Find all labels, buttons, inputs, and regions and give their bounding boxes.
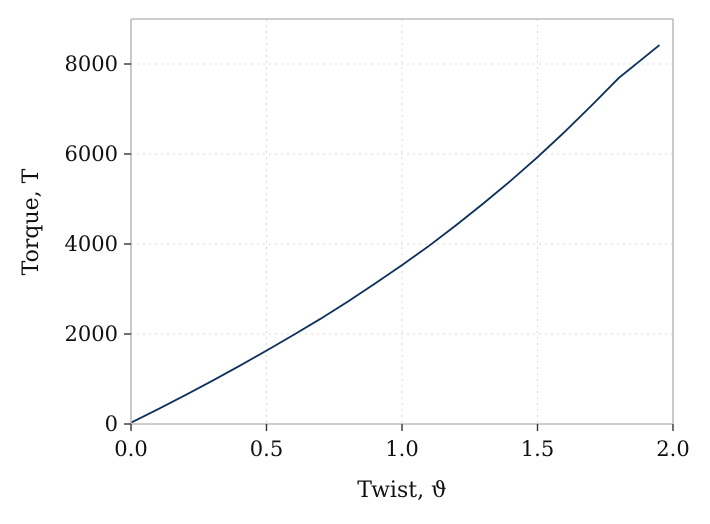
x-tick-label-2: 1.0 bbox=[385, 437, 418, 461]
y-tick-label-2: 4000 bbox=[65, 232, 118, 256]
grid bbox=[131, 19, 673, 424]
y-axis-ticks: 0 2000 4000 6000 8000 bbox=[65, 52, 131, 436]
x-tick-label-3: 1.5 bbox=[521, 437, 554, 461]
x-tick-label-4: 2.0 bbox=[656, 437, 689, 461]
torque-twist-line bbox=[130, 44, 661, 424]
x-tick-label-1: 0.5 bbox=[250, 437, 283, 461]
x-tick-label-0: 0.0 bbox=[114, 437, 147, 461]
y-axis-label: Torque, T bbox=[19, 168, 44, 275]
y-tick-label-3: 6000 bbox=[65, 142, 118, 166]
y-tick-label-1: 2000 bbox=[65, 322, 118, 346]
y-tick-label-0: 0 bbox=[105, 412, 118, 436]
y-tick-label-4: 8000 bbox=[65, 52, 118, 76]
x-axis-label: Twist, ϑ bbox=[357, 478, 447, 503]
x-axis-ticks: 0.0 0.5 1.0 1.5 2.0 bbox=[114, 424, 690, 461]
